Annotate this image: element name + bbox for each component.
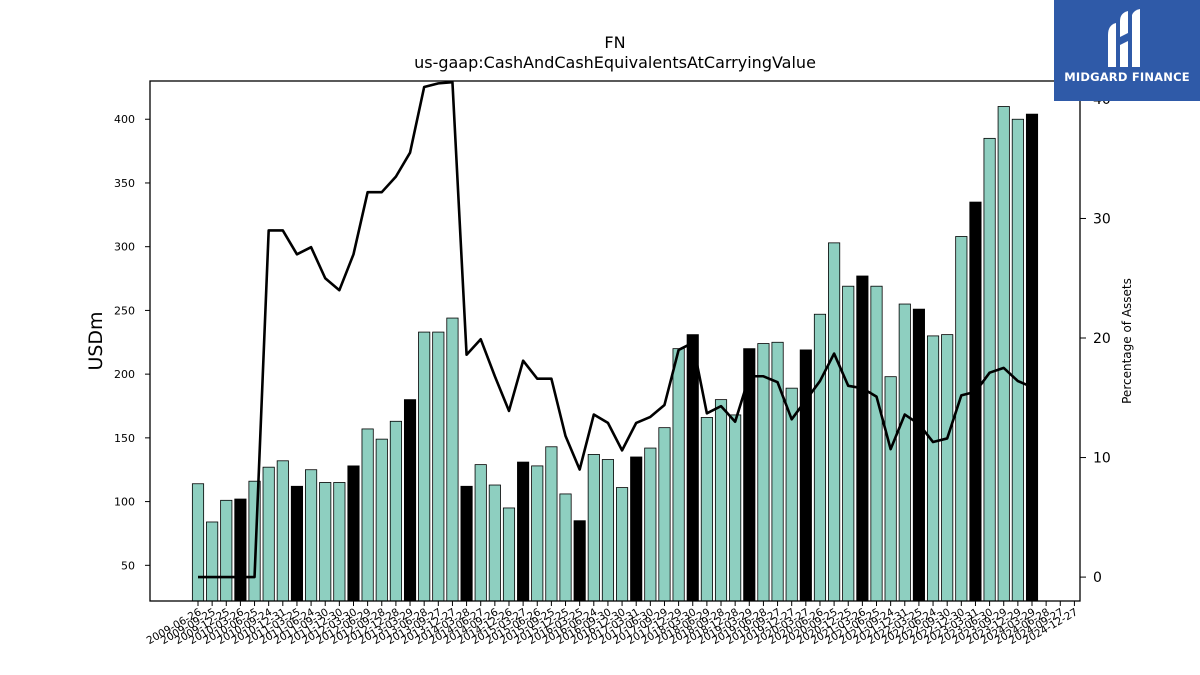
bar — [220, 499, 233, 602]
bar — [870, 285, 883, 602]
bar — [757, 343, 770, 602]
bar — [941, 334, 954, 602]
y2-axis-label: Percentage of Assets — [1120, 278, 1134, 404]
bar — [828, 242, 841, 602]
bar — [714, 399, 728, 602]
bar — [912, 308, 925, 602]
y-tick-label: 300 — [114, 241, 135, 254]
bar — [234, 498, 247, 602]
bar — [927, 335, 940, 602]
bar — [305, 469, 318, 602]
bar — [969, 201, 982, 602]
bar — [559, 493, 572, 602]
y-tick-label: 50 — [121, 559, 135, 572]
bar — [983, 137, 996, 602]
bar — [517, 461, 530, 602]
bar — [361, 428, 374, 602]
bar — [262, 466, 275, 602]
bar — [389, 420, 402, 602]
bar — [276, 460, 289, 602]
bar — [898, 303, 911, 602]
y2-tick-label: 30 — [1093, 211, 1111, 227]
bar — [601, 459, 614, 602]
bar — [418, 331, 431, 602]
bar — [191, 483, 205, 602]
bar — [290, 485, 304, 602]
y-tick-label: 100 — [114, 496, 135, 509]
bar — [700, 417, 713, 602]
y2-tick-label: 10 — [1093, 451, 1111, 467]
bar — [460, 485, 473, 602]
y-tick-label: 150 — [114, 432, 135, 445]
y2-tick-label: 20 — [1093, 331, 1111, 347]
bar — [488, 484, 501, 602]
bar — [403, 399, 417, 602]
bar — [375, 438, 388, 602]
bar — [545, 446, 558, 602]
bar — [531, 465, 544, 602]
chart-subtitle: us-gaap:CashAndCashEquivalentsAtCarrying… — [414, 53, 816, 72]
chart-title: FN — [604, 33, 625, 52]
midgard-logo-icon — [1108, 9, 1140, 67]
bar — [884, 376, 897, 602]
bar — [842, 285, 855, 602]
bar — [1025, 113, 1039, 602]
brand-name: MIDGARD FINANCE — [1064, 70, 1190, 84]
bar — [630, 456, 643, 602]
y-tick-label: 350 — [114, 177, 135, 190]
pct-assets-line — [198, 80, 1033, 579]
y2-axis-ticks: 010203040 — [1080, 92, 1111, 586]
bar — [672, 348, 685, 602]
y2-tick-label: 0 — [1093, 570, 1102, 586]
bar — [502, 507, 516, 602]
bar — [573, 520, 586, 602]
bar — [1011, 118, 1024, 602]
bar — [474, 464, 487, 602]
bar — [319, 482, 332, 602]
y-axis-ticks: 50 100 150 200 250 300 350 400 — [114, 113, 150, 572]
bar — [997, 106, 1010, 602]
pct-assets-series — [198, 80, 1033, 579]
y-tick-label: 400 — [114, 113, 135, 126]
x-axis-ticks: 2009-06-262009-09-252009-12-252010-03-26… — [145, 601, 1080, 647]
bar-series — [191, 106, 1039, 602]
bar — [686, 334, 699, 602]
bar — [446, 317, 459, 602]
bar — [432, 331, 445, 602]
bar — [856, 275, 869, 602]
bar — [644, 447, 657, 602]
y-tick-label: 250 — [114, 304, 135, 317]
y-axis-label: USDm — [85, 311, 107, 370]
bar — [729, 414, 742, 602]
axes — [149, 80, 1081, 602]
bar — [206, 521, 219, 602]
bar — [333, 482, 346, 602]
bar — [587, 454, 600, 602]
bar — [658, 427, 671, 602]
bar — [813, 313, 827, 602]
bar — [799, 349, 812, 602]
plot-frame — [149, 80, 1081, 602]
bar — [616, 487, 629, 602]
bar — [347, 465, 360, 602]
brand-logo: MIDGARD FINANCE — [1054, 0, 1200, 101]
y-tick-label: 200 — [114, 368, 135, 381]
bar — [955, 236, 968, 602]
